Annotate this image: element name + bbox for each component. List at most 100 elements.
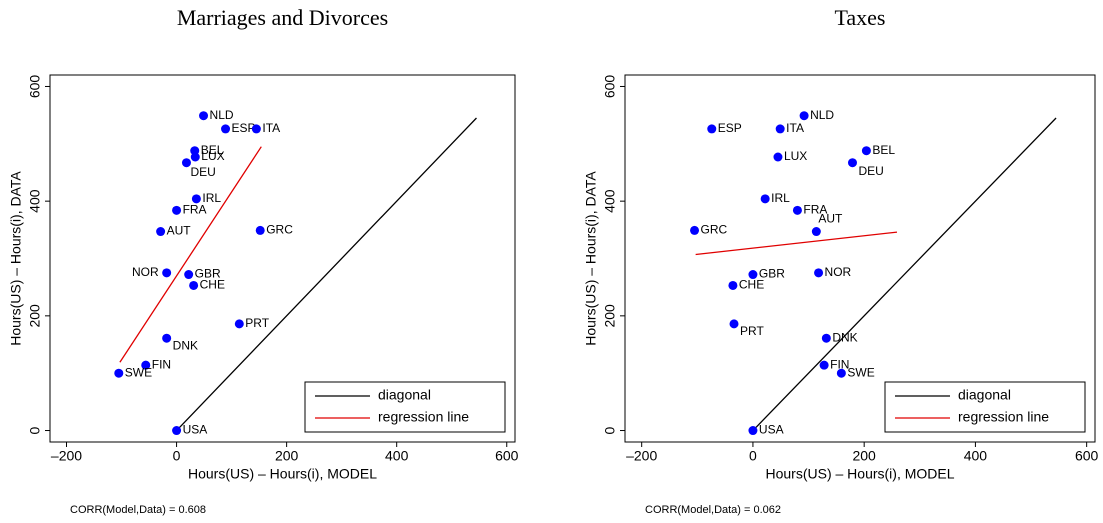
- point-label: ITA: [262, 121, 280, 135]
- point-label: PRT: [740, 324, 764, 338]
- y-axis-label: Hours(US) – Hours(i), DATA: [583, 171, 599, 346]
- plot-frame: [624, 74, 1096, 443]
- line: [176, 117, 477, 431]
- point: [760, 194, 770, 204]
- point: [690, 225, 700, 235]
- point: [861, 146, 871, 156]
- point-label: BEL: [872, 143, 895, 157]
- point-label: NOR: [132, 265, 159, 279]
- point: [190, 152, 200, 162]
- point-label: CHE: [739, 278, 764, 292]
- point: [707, 124, 717, 134]
- legend-label: diagonal: [958, 387, 1011, 403]
- point-label: FIN: [830, 357, 849, 371]
- point-label: PRT: [245, 316, 269, 330]
- x-axis-label: Hours(US) – Hours(i), MODEL: [188, 466, 377, 482]
- legend-label: regression line: [378, 409, 469, 425]
- x-tick-label: 600: [1075, 448, 1099, 464]
- x-tick-label: 400: [385, 448, 409, 464]
- point-label: DEU: [190, 165, 215, 179]
- point: [162, 268, 172, 278]
- point: [814, 268, 824, 278]
- line: [752, 117, 1057, 431]
- y-tick-label: 200: [602, 304, 618, 328]
- point-label: GBR: [195, 267, 221, 281]
- point: [728, 280, 738, 290]
- point: [114, 368, 124, 378]
- point: [821, 333, 831, 343]
- point: [221, 124, 231, 134]
- y-tick-label: 400: [27, 189, 43, 213]
- x-tick-label: 200: [852, 448, 876, 464]
- y-tick-label: 600: [27, 75, 43, 99]
- point-label: ESP: [232, 121, 256, 135]
- point: [251, 124, 261, 134]
- point-label: BEL: [201, 143, 224, 157]
- y-axis-label: Hours(US) – Hours(i), DATA: [8, 171, 24, 346]
- point: [729, 319, 739, 329]
- point: [836, 368, 846, 378]
- line: [695, 231, 898, 256]
- line: [119, 146, 262, 363]
- point: [811, 227, 821, 237]
- point-label: FRA: [183, 203, 207, 217]
- point-label: IRL: [771, 191, 790, 205]
- y-tick-label: 600: [602, 75, 618, 99]
- x-tick-label: 200: [275, 448, 299, 464]
- chart-title: Marriages and Divorces: [177, 5, 388, 30]
- legend-box: [304, 381, 506, 433]
- point-label: SWE: [847, 365, 874, 379]
- point: [189, 280, 199, 290]
- point: [773, 152, 783, 162]
- point-label: DNK: [173, 338, 198, 352]
- point: [172, 426, 182, 436]
- x-axis-label: Hours(US) – Hours(i), MODEL: [765, 466, 954, 482]
- point-label: LUX: [201, 149, 224, 163]
- point: [799, 111, 809, 121]
- x-tick-label: 0: [173, 448, 181, 464]
- point: [199, 111, 209, 121]
- point-label: DNK: [832, 330, 857, 344]
- point-label: AUT: [818, 212, 843, 226]
- point-label: NLD: [210, 108, 234, 122]
- point: [748, 270, 758, 280]
- point: [775, 124, 785, 134]
- point-label: GRC: [266, 223, 293, 237]
- point-label: SWE: [125, 365, 152, 379]
- y-tick-label: 400: [602, 189, 618, 213]
- point: [191, 194, 201, 204]
- y-tick-label: 200: [27, 304, 43, 328]
- x-tick-label: 400: [964, 448, 988, 464]
- point-label: USA: [759, 423, 784, 437]
- point: [748, 426, 758, 436]
- legend-label: diagonal: [378, 387, 431, 403]
- point: [819, 360, 829, 370]
- point-label: ITA: [786, 121, 804, 135]
- note: CORR(Model,Data) = 0.608: [70, 504, 206, 516]
- point-label: NOR: [825, 265, 852, 279]
- point-label: FRA: [803, 203, 827, 217]
- point: [847, 158, 857, 168]
- point-label: CHE: [200, 278, 225, 292]
- y-tick-label: 0: [27, 426, 43, 434]
- point: [141, 360, 151, 370]
- x-tick-label: –200: [626, 448, 657, 464]
- point: [181, 158, 191, 168]
- point-label: DEU: [858, 164, 883, 178]
- point-label: FIN: [152, 357, 171, 371]
- x-tick-label: –200: [51, 448, 82, 464]
- point: [162, 333, 172, 343]
- legend-label: regression line: [958, 409, 1049, 425]
- point-label: LUX: [784, 149, 807, 163]
- point-label: USA: [183, 423, 208, 437]
- point-label: NLD: [810, 108, 834, 122]
- legend-box: [884, 381, 1086, 433]
- point-label: ESP: [718, 121, 742, 135]
- note: CORR(Model,Data) = 0.062: [645, 504, 781, 516]
- point-label: GRC: [701, 223, 728, 237]
- x-tick-label: 0: [749, 448, 757, 464]
- y-tick-label: 0: [602, 426, 618, 434]
- x-tick-label: 600: [495, 448, 519, 464]
- point-label: AUT: [167, 224, 192, 238]
